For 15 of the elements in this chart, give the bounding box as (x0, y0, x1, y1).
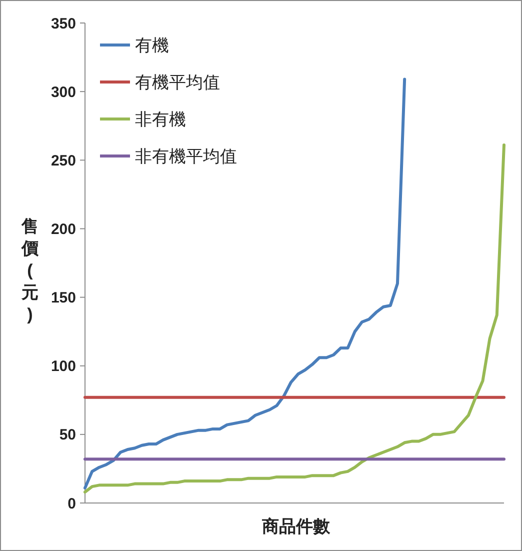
y-tick-label: 200 (50, 220, 76, 238)
y-tick-label: 300 (50, 84, 76, 101)
legend-label: 非有機 (135, 110, 186, 129)
y-tick-label: 50 (59, 426, 76, 444)
y-tick-label: 0 (68, 495, 76, 512)
line-series (84, 144, 506, 494)
y-tick-label: 350 (50, 15, 76, 32)
y-tick-label: 150 (50, 290, 76, 307)
legend-label: 非有機平均值 (135, 146, 237, 166)
x-axis-title: 商品件數 (261, 517, 331, 536)
y-tick-label: 100 (50, 358, 76, 376)
y-tick-label: 250 (50, 152, 76, 170)
legend-label: 有機 (135, 36, 169, 55)
y-axis-title: 售價(元) (20, 217, 40, 324)
legend-label: 有機平均值 (135, 72, 220, 92)
